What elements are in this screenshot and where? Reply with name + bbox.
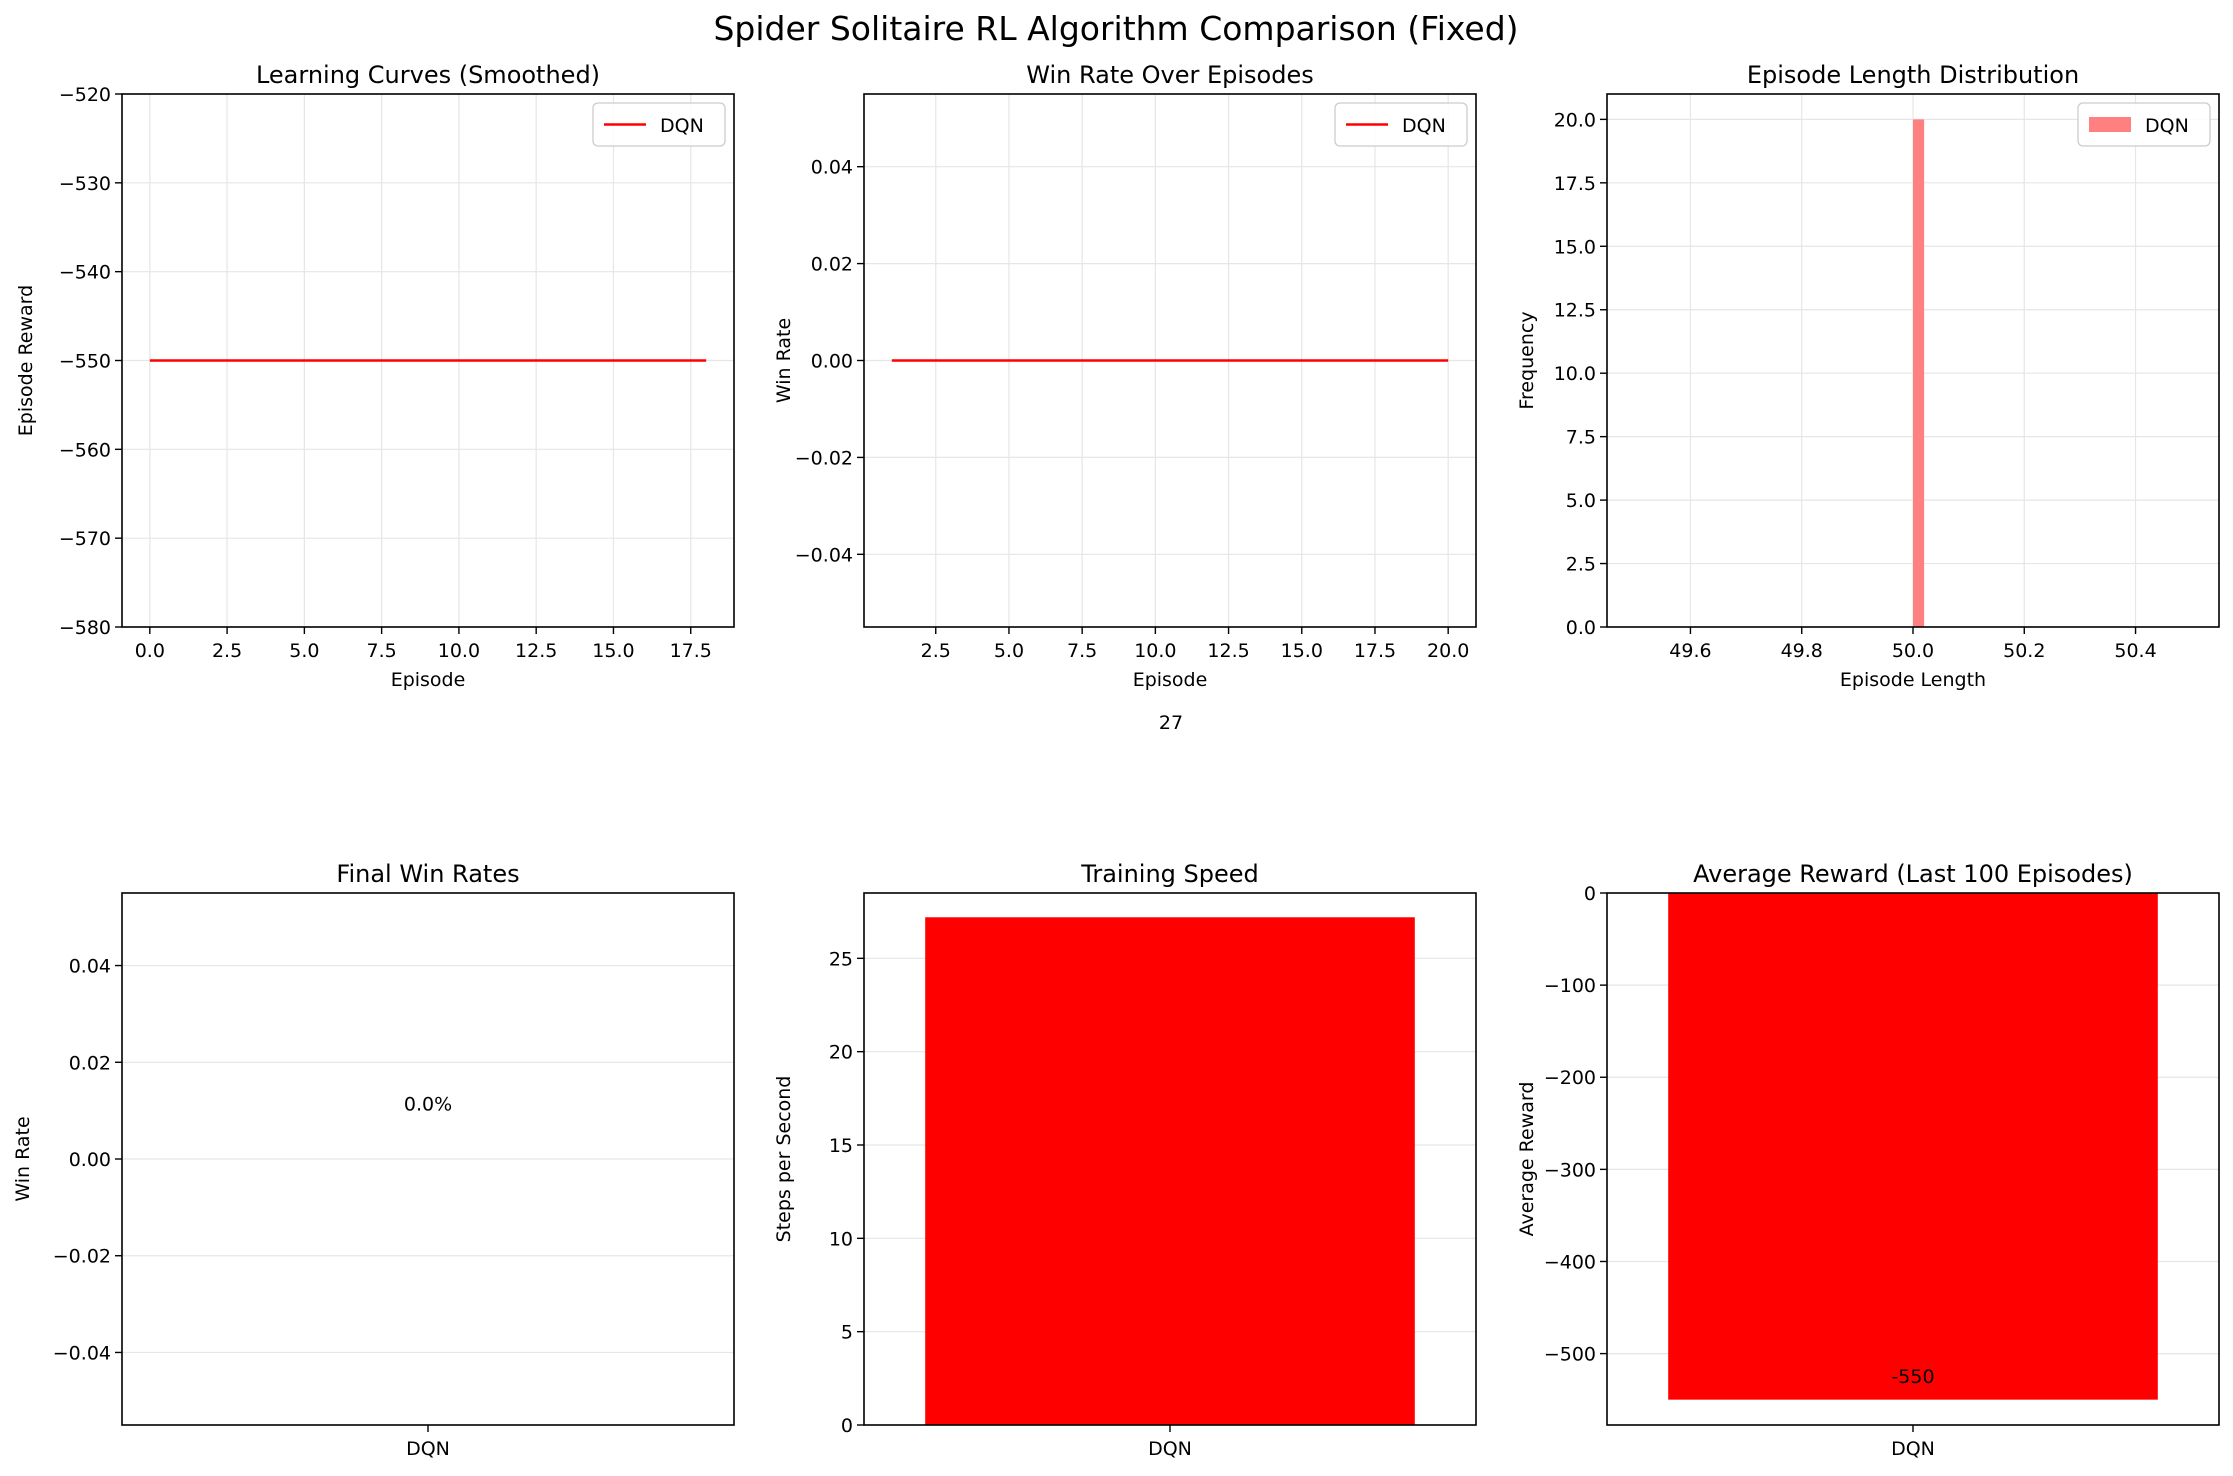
panel-title: Episode Length Distribution: [1747, 61, 2079, 89]
x-tick-label: 50.2: [2003, 640, 2045, 662]
y-tick-label: 20.0: [1554, 109, 1596, 131]
panel-title: Win Rate Over Episodes: [1026, 61, 1313, 89]
x-tick-label: 5.0: [994, 640, 1024, 662]
y-tick-label: −100: [1544, 975, 1596, 997]
y-tick-label: −500: [1544, 1344, 1596, 1366]
x-tick-label: 15.0: [1281, 640, 1323, 662]
y-axis-label: Average Reward: [1516, 1082, 1538, 1237]
y-axis-label: Episode Reward: [15, 285, 37, 436]
y-tick-label: −0.02: [795, 447, 853, 469]
panel-title: Final Win Rates: [336, 860, 519, 888]
y-axis-label: Win Rate: [773, 318, 795, 403]
y-tick-label: 5: [841, 1322, 853, 1344]
y-tick-label: 7.5: [1566, 427, 1596, 449]
bar-value-label: 0.0%: [404, 1094, 452, 1116]
legend-box: [1334, 102, 1468, 147]
y-tick-label: 0.02: [69, 1052, 111, 1074]
x-tick-label: 49.6: [1669, 640, 1711, 662]
x-tick-label: 2.5: [921, 640, 951, 662]
y-tick-label: −540: [59, 262, 111, 284]
x-axis-label: Episode: [1133, 669, 1208, 691]
bar-value-label: -550: [1891, 1366, 1934, 1388]
x-tick-label: 12.5: [515, 640, 557, 662]
x-tick-label: 10.0: [1134, 640, 1176, 662]
x-tick-label: DQN: [1148, 1438, 1192, 1460]
y-tick-label: 0.02: [811, 254, 853, 276]
histogram-bar: [1913, 119, 1925, 627]
x-tick-label: 50.4: [2114, 640, 2156, 662]
legend-label: DQN: [1402, 115, 1446, 137]
figure-title: Spider Solitaire RL Algorithm Comparison…: [713, 9, 1518, 48]
panel-title: Average Reward (Last 100 Episodes): [1693, 860, 2133, 888]
y-tick-label: −300: [1544, 1159, 1596, 1181]
average-reward-panel: -550 −500 −400 −300 −200 −100 0 DQN Average Rewa…: [1516, 860, 2220, 1460]
legend-label: DQN: [2145, 115, 2189, 137]
training-speed-panel: 0 5 10 15 20 25 DQN Training Speed Steps per Sec…: [773, 860, 1477, 1460]
stray-text: 27: [1159, 712, 1183, 734]
y-tick-label: −520: [59, 84, 111, 106]
y-tick-label: −0.04: [795, 544, 853, 566]
x-tick-label: 7.5: [367, 640, 397, 662]
bar-dqn: [1668, 893, 2158, 1400]
x-tick-label: 5.0: [289, 640, 319, 662]
x-tick-label: 10.0: [438, 640, 480, 662]
learning-curves-panel: −580 −570 −560 −550 −540 −530 −520 0.0 2.5 5.0 7.5…: [15, 61, 735, 691]
y-tick-label: 0.00: [69, 1149, 111, 1171]
x-tick-label: 7.5: [1067, 640, 1097, 662]
y-tick-label: −530: [59, 173, 111, 195]
y-tick-label: 15.0: [1554, 236, 1596, 258]
y-tick-label: −200: [1544, 1067, 1596, 1089]
bar-dqn: [925, 917, 1415, 1425]
y-tick-label: 0: [1584, 883, 1596, 905]
win-rate-episodes-panel: −0.04 −0.02 0.00 0.02 0.04 2.5 5.0 7.5 10.0 12.5 1…: [773, 61, 1477, 691]
y-tick-label: 5.0: [1566, 490, 1596, 512]
legend-box: [2077, 102, 2211, 147]
y-tick-label: 0.04: [69, 956, 111, 978]
x-tick-label: 20.0: [1427, 640, 1469, 662]
y-tick-label: 25: [829, 948, 853, 970]
x-axis-label: Episode: [391, 669, 466, 691]
episode-length-panel: 0.0 2.5 5.0 7.5 10.0 12.5 15.0 17.5 20.0 49.6 49.8…: [1516, 61, 2220, 691]
y-tick-label: −0.02: [53, 1246, 111, 1268]
x-axis-label: Episode Length: [1840, 669, 1986, 691]
x-tick-label: 12.5: [1207, 640, 1249, 662]
x-tick-label: 0.0: [135, 640, 165, 662]
legend-label: DQN: [660, 115, 704, 137]
y-tick-label: 0.0: [1566, 617, 1596, 639]
x-tick-label: DQN: [1891, 1438, 1935, 1460]
x-tick-label: 15.0: [592, 640, 634, 662]
x-tick-label: 49.8: [1781, 640, 1823, 662]
x-tick-label: DQN: [406, 1438, 450, 1460]
x-tick-label: 2.5: [212, 640, 242, 662]
y-tick-label: 0: [841, 1415, 853, 1437]
y-tick-label: −560: [59, 439, 111, 461]
panel-title: Learning Curves (Smoothed): [256, 61, 600, 89]
y-tick-label: 2.5: [1566, 554, 1596, 576]
y-tick-label: 15: [829, 1135, 853, 1157]
x-tick-label: 17.5: [1354, 640, 1396, 662]
y-tick-label: −570: [59, 528, 111, 550]
y-tick-label: 20: [829, 1042, 853, 1064]
x-tick-label: 50.0: [1892, 640, 1934, 662]
y-axis-label: Steps per Second: [773, 1076, 795, 1243]
y-tick-label: 0.00: [811, 351, 853, 373]
y-axis-label: Win Rate: [12, 1116, 34, 1201]
y-tick-label: 17.5: [1554, 173, 1596, 195]
y-tick-label: −400: [1544, 1251, 1596, 1273]
y-tick-label: 0.04: [811, 157, 853, 179]
y-tick-label: −0.04: [53, 1342, 111, 1364]
y-tick-label: −550: [59, 351, 111, 373]
legend-swatch-patch: [2089, 117, 2131, 132]
y-tick-label: 10.0: [1554, 363, 1596, 385]
y-tick-label: 10: [829, 1228, 853, 1250]
y-tick-label: −580: [59, 617, 111, 639]
x-tick-label: 17.5: [670, 640, 712, 662]
y-axis-label: Frequency: [1516, 311, 1538, 409]
y-tick-label: 12.5: [1554, 300, 1596, 322]
legend-box: [592, 102, 726, 147]
panel-title: Training Speed: [1080, 860, 1259, 888]
final-win-rates-panel: 0.0% −0.04 −0.02 0.00 0.02 0.04 DQN Final Win R…: [12, 860, 735, 1460]
